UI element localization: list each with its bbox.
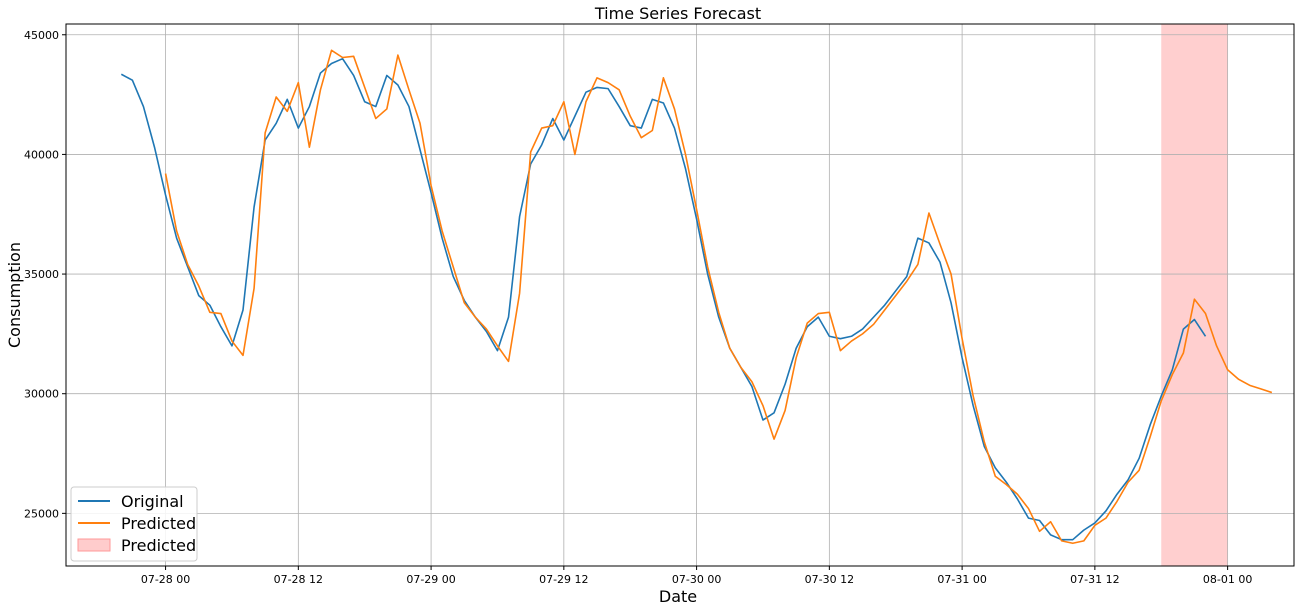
x-tick-label: 07-29 00 [406,573,455,586]
legend-original-label: Original [121,492,184,511]
grid-layer [66,24,1294,566]
x-axis-label: Date [659,587,697,606]
legend-predicted-band-swatch [77,538,111,552]
chart-title: Time Series Forecast [594,4,761,23]
y-axis-ticks: 25000 30000 35000 40000 45000 [24,29,66,520]
y-tick-label: 25000 [24,507,59,520]
legend: Original Predicted Predicted [70,486,198,562]
legend-predicted-label: Predicted [121,514,196,533]
x-tick-label: 07-30 12 [805,573,854,586]
x-tick-label: 07-29 12 [539,573,588,586]
x-tick-label: 07-30 00 [672,573,721,586]
legend-predicted-band-label: Predicted [121,536,196,555]
x-axis-ticks: 07-28 00 07-28 12 07-29 00 07-29 12 07-30 00… [141,566,1252,586]
x-tick-label: 07-28 00 [141,573,190,586]
series-layer [120,49,1273,545]
series-original-line [120,57,1207,541]
x-tick-label: 08-01 00 [1203,573,1252,586]
y-axis-label: Consumption [5,242,24,348]
forecast-region-layer [1161,24,1228,566]
series-predicted-line [164,49,1273,545]
y-tick-label: 40000 [24,148,59,161]
y-tick-label: 45000 [24,29,59,42]
plot-frame [65,23,1295,567]
x-tick-label: 07-28 12 [274,573,323,586]
y-tick-label: 30000 [24,388,59,401]
forecast-region-band [1161,24,1228,566]
y-tick-label: 35000 [24,268,59,281]
x-tick-label: 07-31 00 [937,573,986,586]
x-tick-label: 07-31 12 [1070,573,1119,586]
